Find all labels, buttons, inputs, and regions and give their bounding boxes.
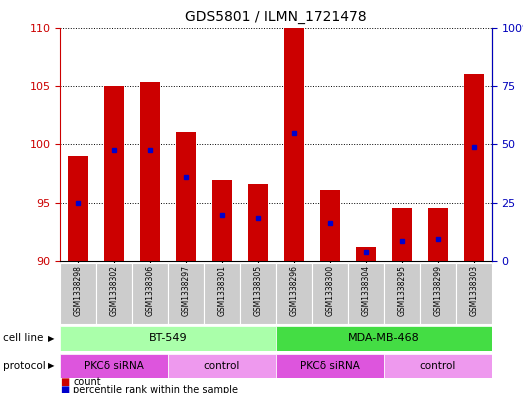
- Bar: [320, 190, 340, 261]
- Text: GSM1338300: GSM1338300: [325, 265, 334, 316]
- Bar: [384, 263, 419, 324]
- Bar: [68, 156, 88, 261]
- Text: GSM1338305: GSM1338305: [254, 265, 263, 316]
- Text: control: control: [204, 361, 240, 371]
- Bar: [104, 86, 124, 261]
- Text: GSM1338299: GSM1338299: [433, 265, 442, 316]
- Bar: [60, 354, 168, 378]
- Bar: [168, 354, 276, 378]
- Bar: [392, 208, 412, 261]
- Bar: [284, 28, 304, 261]
- Text: GSM1338296: GSM1338296: [289, 265, 298, 316]
- Bar: [384, 354, 492, 378]
- Text: ■: ■: [60, 385, 70, 393]
- Title: GDS5801 / ILMN_1721478: GDS5801 / ILMN_1721478: [185, 10, 367, 24]
- Bar: [419, 263, 456, 324]
- Text: ■: ■: [60, 377, 70, 387]
- Bar: [276, 354, 384, 378]
- Bar: [276, 326, 492, 351]
- Text: PKCδ siRNA: PKCδ siRNA: [84, 361, 144, 371]
- Text: PKCδ siRNA: PKCδ siRNA: [300, 361, 360, 371]
- Text: ▶: ▶: [49, 362, 55, 370]
- Text: GSM1338304: GSM1338304: [361, 265, 370, 316]
- Bar: [276, 263, 312, 324]
- Bar: [168, 263, 204, 324]
- Text: GSM1338297: GSM1338297: [181, 265, 190, 316]
- Bar: [60, 263, 96, 324]
- Text: count: count: [73, 377, 101, 387]
- Text: cell line: cell line: [3, 333, 43, 343]
- Bar: [312, 263, 348, 324]
- Bar: [96, 263, 132, 324]
- Text: ▶: ▶: [49, 334, 55, 343]
- Bar: [140, 83, 160, 261]
- Bar: [464, 74, 484, 261]
- Text: GSM1338301: GSM1338301: [218, 265, 226, 316]
- Bar: [60, 326, 276, 351]
- Bar: [428, 208, 448, 261]
- Text: BT-549: BT-549: [149, 333, 187, 343]
- Bar: [348, 263, 384, 324]
- Text: MDA-MB-468: MDA-MB-468: [348, 333, 419, 343]
- Bar: [240, 263, 276, 324]
- Bar: [132, 263, 168, 324]
- Bar: [356, 247, 376, 261]
- Text: GSM1338298: GSM1338298: [74, 265, 83, 316]
- Bar: [204, 263, 240, 324]
- Text: protocol: protocol: [3, 361, 46, 371]
- Text: GSM1338295: GSM1338295: [397, 265, 406, 316]
- Text: GSM1338302: GSM1338302: [110, 265, 119, 316]
- Text: GSM1338306: GSM1338306: [145, 265, 154, 316]
- Bar: [212, 180, 232, 261]
- Bar: [248, 184, 268, 261]
- Bar: [176, 132, 196, 261]
- Text: GSM1338303: GSM1338303: [469, 265, 478, 316]
- Text: percentile rank within the sample: percentile rank within the sample: [73, 385, 238, 393]
- Bar: [456, 263, 492, 324]
- Text: control: control: [419, 361, 456, 371]
